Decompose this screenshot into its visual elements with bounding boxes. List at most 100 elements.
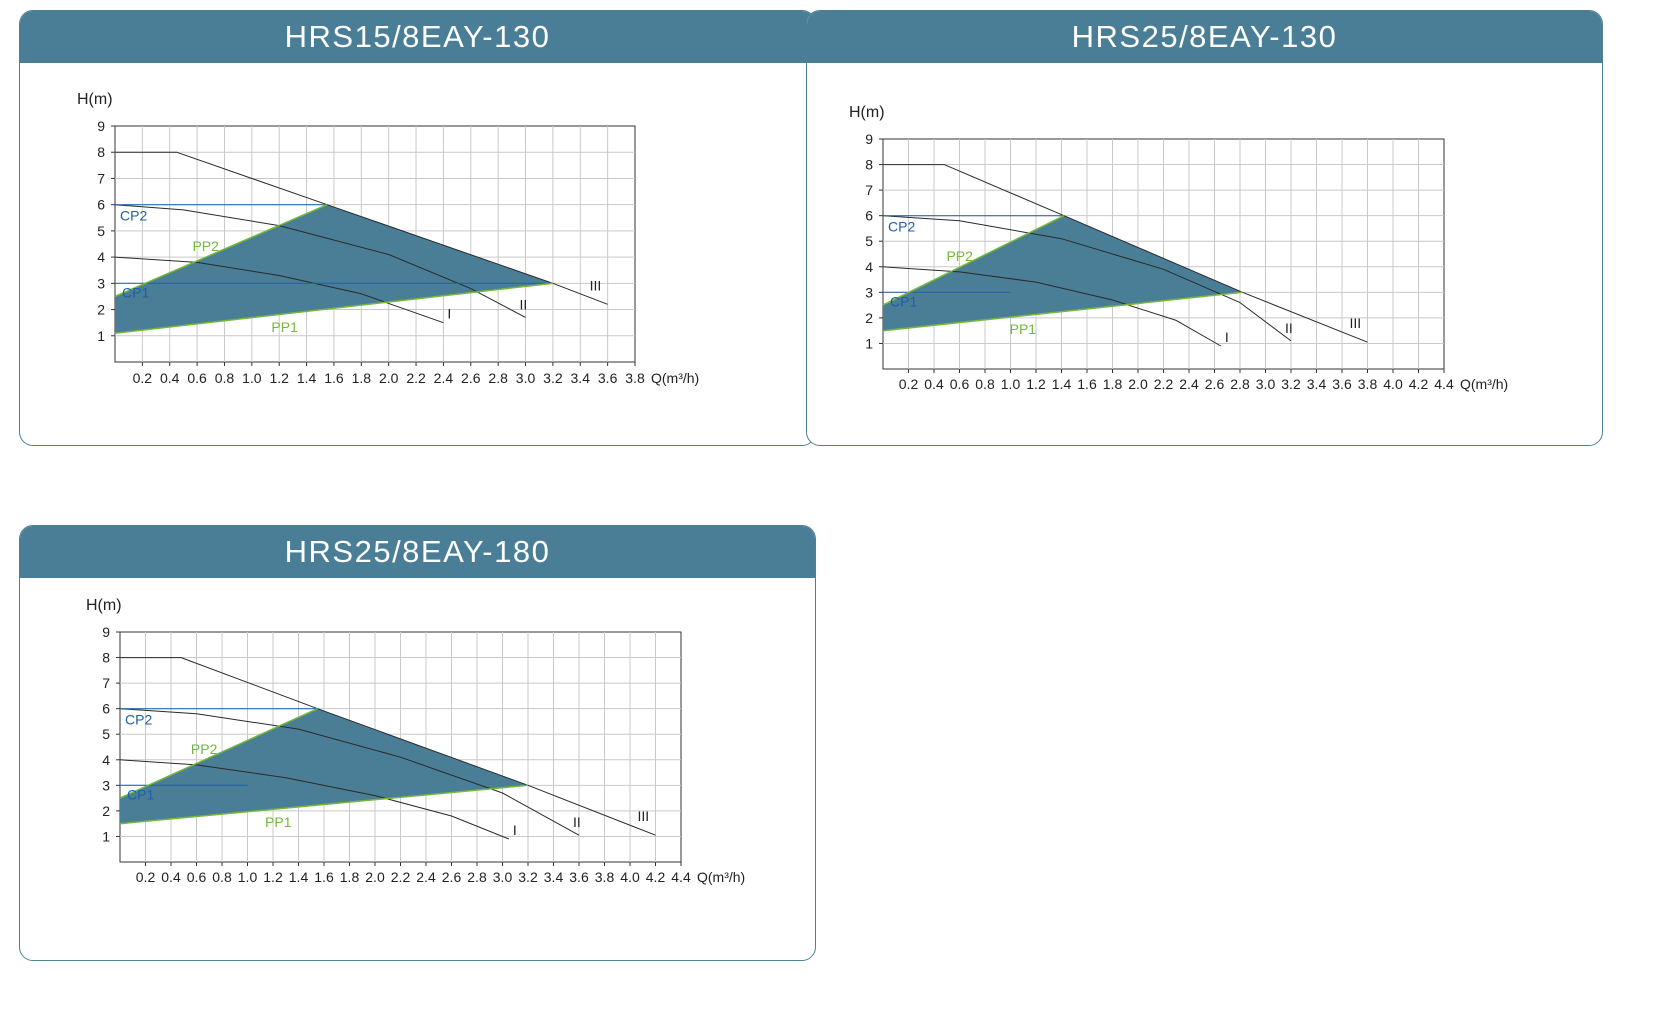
x-tick-label: 3.4 — [571, 370, 591, 386]
x-tick-label: 1.8 — [340, 869, 360, 885]
mode-label: PP2 — [191, 741, 218, 757]
x-tick-label: 3.4 — [544, 869, 564, 885]
mode-label: CP2 — [120, 208, 147, 224]
x-tick-label: 2.4 — [416, 869, 436, 885]
x-tick-label: 0.8 — [215, 370, 235, 386]
y-tick-label: 4 — [97, 249, 105, 265]
y-tick-label: 3 — [102, 777, 110, 793]
x-tick-label: 4.2 — [1409, 376, 1429, 392]
y-tick-label: 8 — [97, 144, 105, 160]
y-tick-label: 6 — [97, 197, 105, 213]
mode-label: PP1 — [1010, 321, 1037, 337]
curve-label: III — [638, 808, 650, 824]
curve-label: I — [447, 306, 451, 322]
x-tick-label: 1.8 — [1103, 376, 1123, 392]
series-line-ii — [882, 215, 1292, 342]
curve-label: I — [513, 822, 517, 838]
x-axis-title: Q(m³/h) — [651, 370, 699, 386]
curve-label: II — [1285, 320, 1293, 336]
x-tick-label: 1.2 — [269, 370, 289, 386]
y-tick-label: 1 — [97, 328, 105, 344]
chart-card-hrs25-130: HRS25/8EAY-130 0.2 0.4 0.6 0.8 1.0 1.2 1.4 1.6 1… — [806, 10, 1603, 446]
chart-title: HRS25/8EAY-180 — [20, 526, 815, 578]
curve-label: III — [590, 277, 602, 293]
x-tick-label: 1.4 — [297, 370, 317, 386]
x-axis-title: Q(m³/h) — [1460, 376, 1508, 392]
curve-label: II — [573, 814, 581, 830]
mode-label: PP1 — [271, 319, 298, 335]
x-tick-label: 3.8 — [625, 370, 645, 386]
x-tick-label: 4.0 — [1383, 376, 1403, 392]
y-tick-label: 2 — [102, 803, 110, 819]
y-axis-title: H(m) — [86, 597, 122, 614]
x-tick-label: 1.0 — [242, 370, 262, 386]
y-tick-label: 6 — [865, 208, 873, 224]
x-tick-label: 3.2 — [518, 869, 538, 885]
chart-title: HRS25/8EAY-130 — [807, 11, 1602, 63]
x-tick-label: 2.6 — [442, 869, 462, 885]
y-tick-label: 9 — [102, 624, 110, 640]
x-tick-label: 0.2 — [136, 869, 156, 885]
chart-card-hrs15-130: HRS15/8EAY-130 0.2 0.4 0.6 0.8 1.0 1.2 1.4 1.6 1… — [19, 10, 816, 446]
curve-label: II — [520, 296, 528, 312]
pump-curve-chart: 0.2 0.4 0.6 0.8 1.0 1.2 1.4 1.6 1.8 2.0 2.2 2.4 2.6 2… — [86, 597, 745, 885]
x-tick-label: 2.8 — [1230, 376, 1250, 392]
x-tick-label: 0.6 — [187, 869, 207, 885]
curve-label: I — [1225, 329, 1229, 345]
series-line-ii — [114, 204, 526, 318]
x-tick-label: 1.6 — [314, 869, 334, 885]
series-line-i — [119, 759, 510, 840]
x-tick-label: 2.8 — [488, 370, 508, 386]
x-tick-label: 3.8 — [595, 869, 615, 885]
mode-label: CP2 — [888, 219, 915, 235]
x-tick-label: 2.0 — [379, 370, 399, 386]
x-tick-label: 1.8 — [352, 370, 372, 386]
mode-label: PP2 — [946, 248, 973, 264]
y-tick-label: 2 — [97, 302, 105, 318]
x-tick-label: 1.6 — [1077, 376, 1097, 392]
x-tick-label: 0.4 — [161, 869, 181, 885]
x-tick-label: 4.2 — [646, 869, 666, 885]
y-tick-label: 5 — [102, 726, 110, 742]
x-tick-label: 1.2 — [263, 869, 283, 885]
chart-title: HRS15/8EAY-130 — [20, 11, 815, 63]
series-line-i — [114, 256, 444, 324]
x-tick-label: 4.0 — [620, 869, 640, 885]
x-tick-label: 4.4 — [671, 869, 691, 885]
pump-curve-chart: 0.2 0.4 0.6 0.8 1.0 1.2 1.4 1.6 1.8 2.0 2.2 2.4 2.6 2… — [849, 104, 1508, 392]
y-tick-label: 7 — [865, 182, 873, 198]
series-line-pp2 — [882, 215, 1065, 306]
x-tick-label: 3.0 — [516, 370, 536, 386]
y-tick-label: 4 — [865, 259, 873, 275]
pump-curve-chart: 0.2 0.4 0.6 0.8 1.0 1.2 1.4 1.6 1.8 2.0 2.2 2.4 2.6 2… — [77, 91, 699, 386]
y-tick-label: 3 — [865, 284, 873, 300]
series-line-pp2 — [114, 204, 328, 298]
x-tick-label: 1.0 — [1001, 376, 1021, 392]
x-tick-label: 1.4 — [1052, 376, 1072, 392]
x-tick-label: 0.4 — [924, 376, 944, 392]
x-tick-label: 0.4 — [160, 370, 180, 386]
y-tick-label: 1 — [102, 828, 110, 844]
series-line-pp1 — [119, 784, 529, 825]
y-axis-title: H(m) — [77, 91, 113, 108]
x-tick-label: 0.8 — [975, 376, 995, 392]
series-line-pp1 — [882, 291, 1243, 332]
mode-label: PP1 — [265, 814, 292, 830]
y-tick-label: 9 — [97, 118, 105, 134]
mode-label: PP2 — [192, 238, 219, 254]
x-tick-label: 3.6 — [1332, 376, 1352, 392]
y-tick-label: 8 — [102, 650, 110, 666]
y-tick-label: 9 — [865, 131, 873, 147]
y-tick-label: 7 — [102, 675, 110, 691]
x-tick-label: 2.2 — [391, 869, 411, 885]
y-tick-label: 5 — [97, 223, 105, 239]
x-tick-label: 2.2 — [406, 370, 426, 386]
curve-label: III — [1350, 315, 1362, 331]
y-tick-label: 1 — [865, 335, 873, 351]
x-tick-label: 0.2 — [899, 376, 919, 392]
x-tick-label: 3.2 — [1281, 376, 1301, 392]
y-tick-label: 7 — [97, 170, 105, 186]
x-tick-label: 1.2 — [1026, 376, 1046, 392]
x-tick-label: 0.2 — [133, 370, 153, 386]
x-tick-label: 2.8 — [467, 869, 487, 885]
